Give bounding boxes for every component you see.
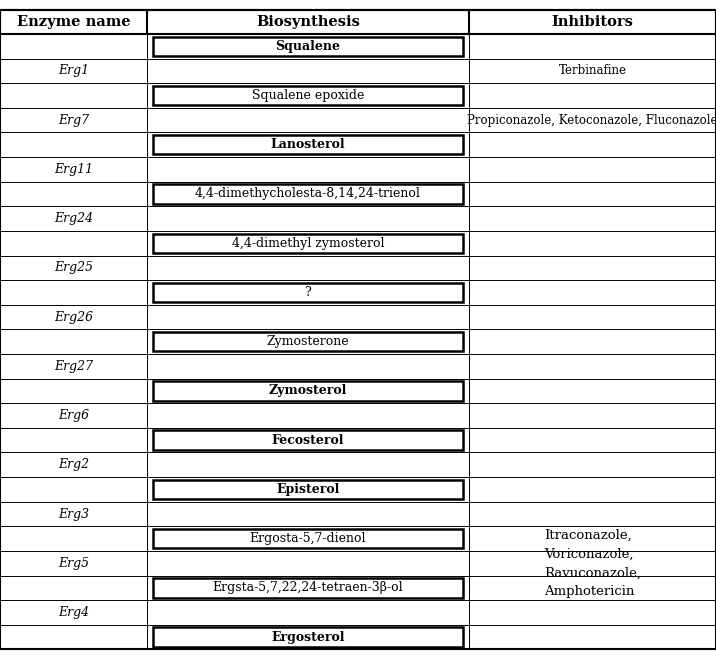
- Bar: [153, 529, 463, 548]
- Text: Erg24: Erg24: [54, 212, 93, 225]
- Text: Itraconazole,
Voriconazole,
Ravuconazole,
Amphotericin: Itraconazole, Voriconazole, Ravuconazole…: [544, 528, 641, 598]
- Bar: [153, 283, 463, 302]
- Text: Erg25: Erg25: [54, 261, 93, 274]
- Text: Propiconazole, Ketoconazole, Fluconazole: Propiconazole, Ketoconazole, Fluconazole: [468, 113, 716, 127]
- Text: Ergosta-5,7-dienol: Ergosta-5,7-dienol: [250, 532, 366, 545]
- Text: Erg27: Erg27: [54, 360, 93, 373]
- Text: Squalene: Squalene: [276, 40, 340, 52]
- Text: Erg4: Erg4: [58, 606, 89, 619]
- Bar: [153, 480, 463, 499]
- Bar: [0, 10, 716, 34]
- Text: Erg11: Erg11: [54, 163, 93, 176]
- Text: Erg3: Erg3: [58, 508, 89, 521]
- Bar: [153, 430, 463, 450]
- Bar: [0, 10, 716, 34]
- Bar: [153, 37, 463, 56]
- Text: Inhibitors: Inhibitors: [551, 15, 634, 29]
- Text: Lanosterol: Lanosterol: [271, 138, 345, 152]
- Bar: [153, 184, 463, 203]
- Text: Erg26: Erg26: [54, 310, 93, 323]
- Text: Episterol: Episterol: [276, 483, 339, 496]
- Text: 4,4-dimethycholesta-8,14,24-trienol: 4,4-dimethycholesta-8,14,24-trienol: [195, 188, 421, 201]
- Text: Erg5: Erg5: [58, 557, 89, 570]
- Text: Enzyme name: Enzyme name: [16, 15, 130, 29]
- Bar: [153, 627, 463, 647]
- Text: Zymosterone: Zymosterone: [266, 335, 349, 348]
- Bar: [153, 332, 463, 352]
- Bar: [153, 234, 463, 253]
- Text: 4,4-dimethyl zymosterol: 4,4-dimethyl zymosterol: [232, 237, 384, 250]
- Text: Erg6: Erg6: [58, 409, 89, 422]
- Text: Erg2: Erg2: [58, 459, 89, 471]
- Text: Erg7: Erg7: [58, 113, 89, 127]
- Text: Ergsta-5,7,22,24-tetraen-3β-ol: Ergsta-5,7,22,24-tetraen-3β-ol: [213, 581, 403, 594]
- Text: Terbinafine: Terbinafine: [558, 64, 626, 77]
- Text: Biosynthesis: Biosynthesis: [256, 15, 360, 29]
- Bar: [153, 135, 463, 154]
- Text: ?: ?: [304, 286, 311, 299]
- Text: Ergosterol: Ergosterol: [271, 630, 344, 644]
- Bar: [153, 86, 463, 105]
- Text: Fecosterol: Fecosterol: [271, 434, 344, 447]
- Text: Squalene epoxide: Squalene epoxide: [252, 89, 364, 102]
- Bar: [153, 578, 463, 598]
- Text: Zymosterol: Zymosterol: [268, 384, 347, 398]
- Text: Erg1: Erg1: [58, 64, 89, 77]
- Bar: [153, 381, 463, 401]
